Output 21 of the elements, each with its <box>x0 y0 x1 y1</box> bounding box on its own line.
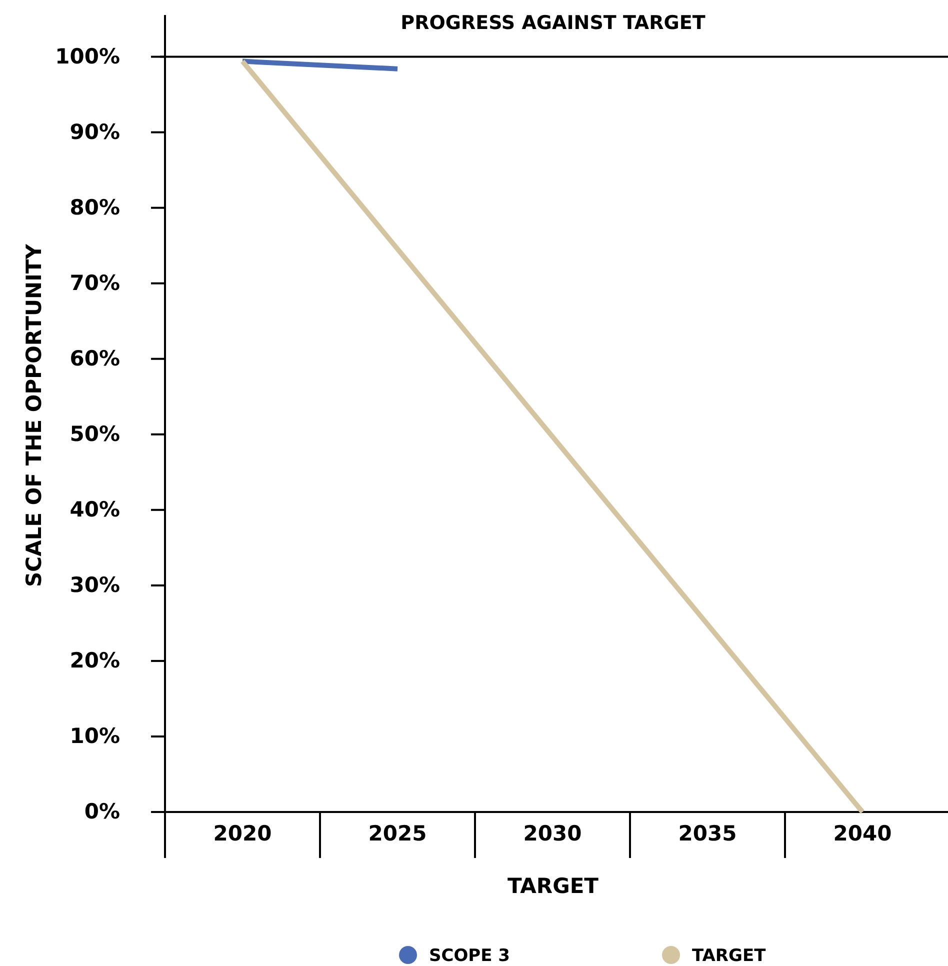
y-axis-title: SCALE OF THE OPPORTUNITY <box>22 243 46 587</box>
legend-label: SCOPE 3 <box>429 946 510 966</box>
y-tick-label: 20% <box>70 648 120 673</box>
x-tick-label: 2020 <box>213 821 272 846</box>
legend-label: TARGET <box>692 946 766 966</box>
y-tick-label: 30% <box>70 573 120 598</box>
x-tick-label: 2040 <box>833 821 892 846</box>
x-tick-label: 2030 <box>523 821 582 846</box>
y-tick-label: 50% <box>70 422 120 446</box>
y-tick-label: 80% <box>70 196 120 220</box>
y-tick-label: 60% <box>70 346 120 371</box>
y-tick-label: 10% <box>70 724 120 748</box>
y-tick-label: 40% <box>70 498 120 522</box>
x-tick-label: 2035 <box>678 821 737 846</box>
chart-title: PROGRESS AGAINST TARGET <box>400 12 706 34</box>
y-tick-label: 70% <box>70 271 120 296</box>
y-tick-label: 90% <box>70 120 120 144</box>
x-tick-label: 2025 <box>368 821 427 846</box>
y-tick-label: 0% <box>84 800 120 824</box>
y-tick-label: 100% <box>55 44 120 68</box>
x-axis-title: TARGET <box>507 874 600 898</box>
